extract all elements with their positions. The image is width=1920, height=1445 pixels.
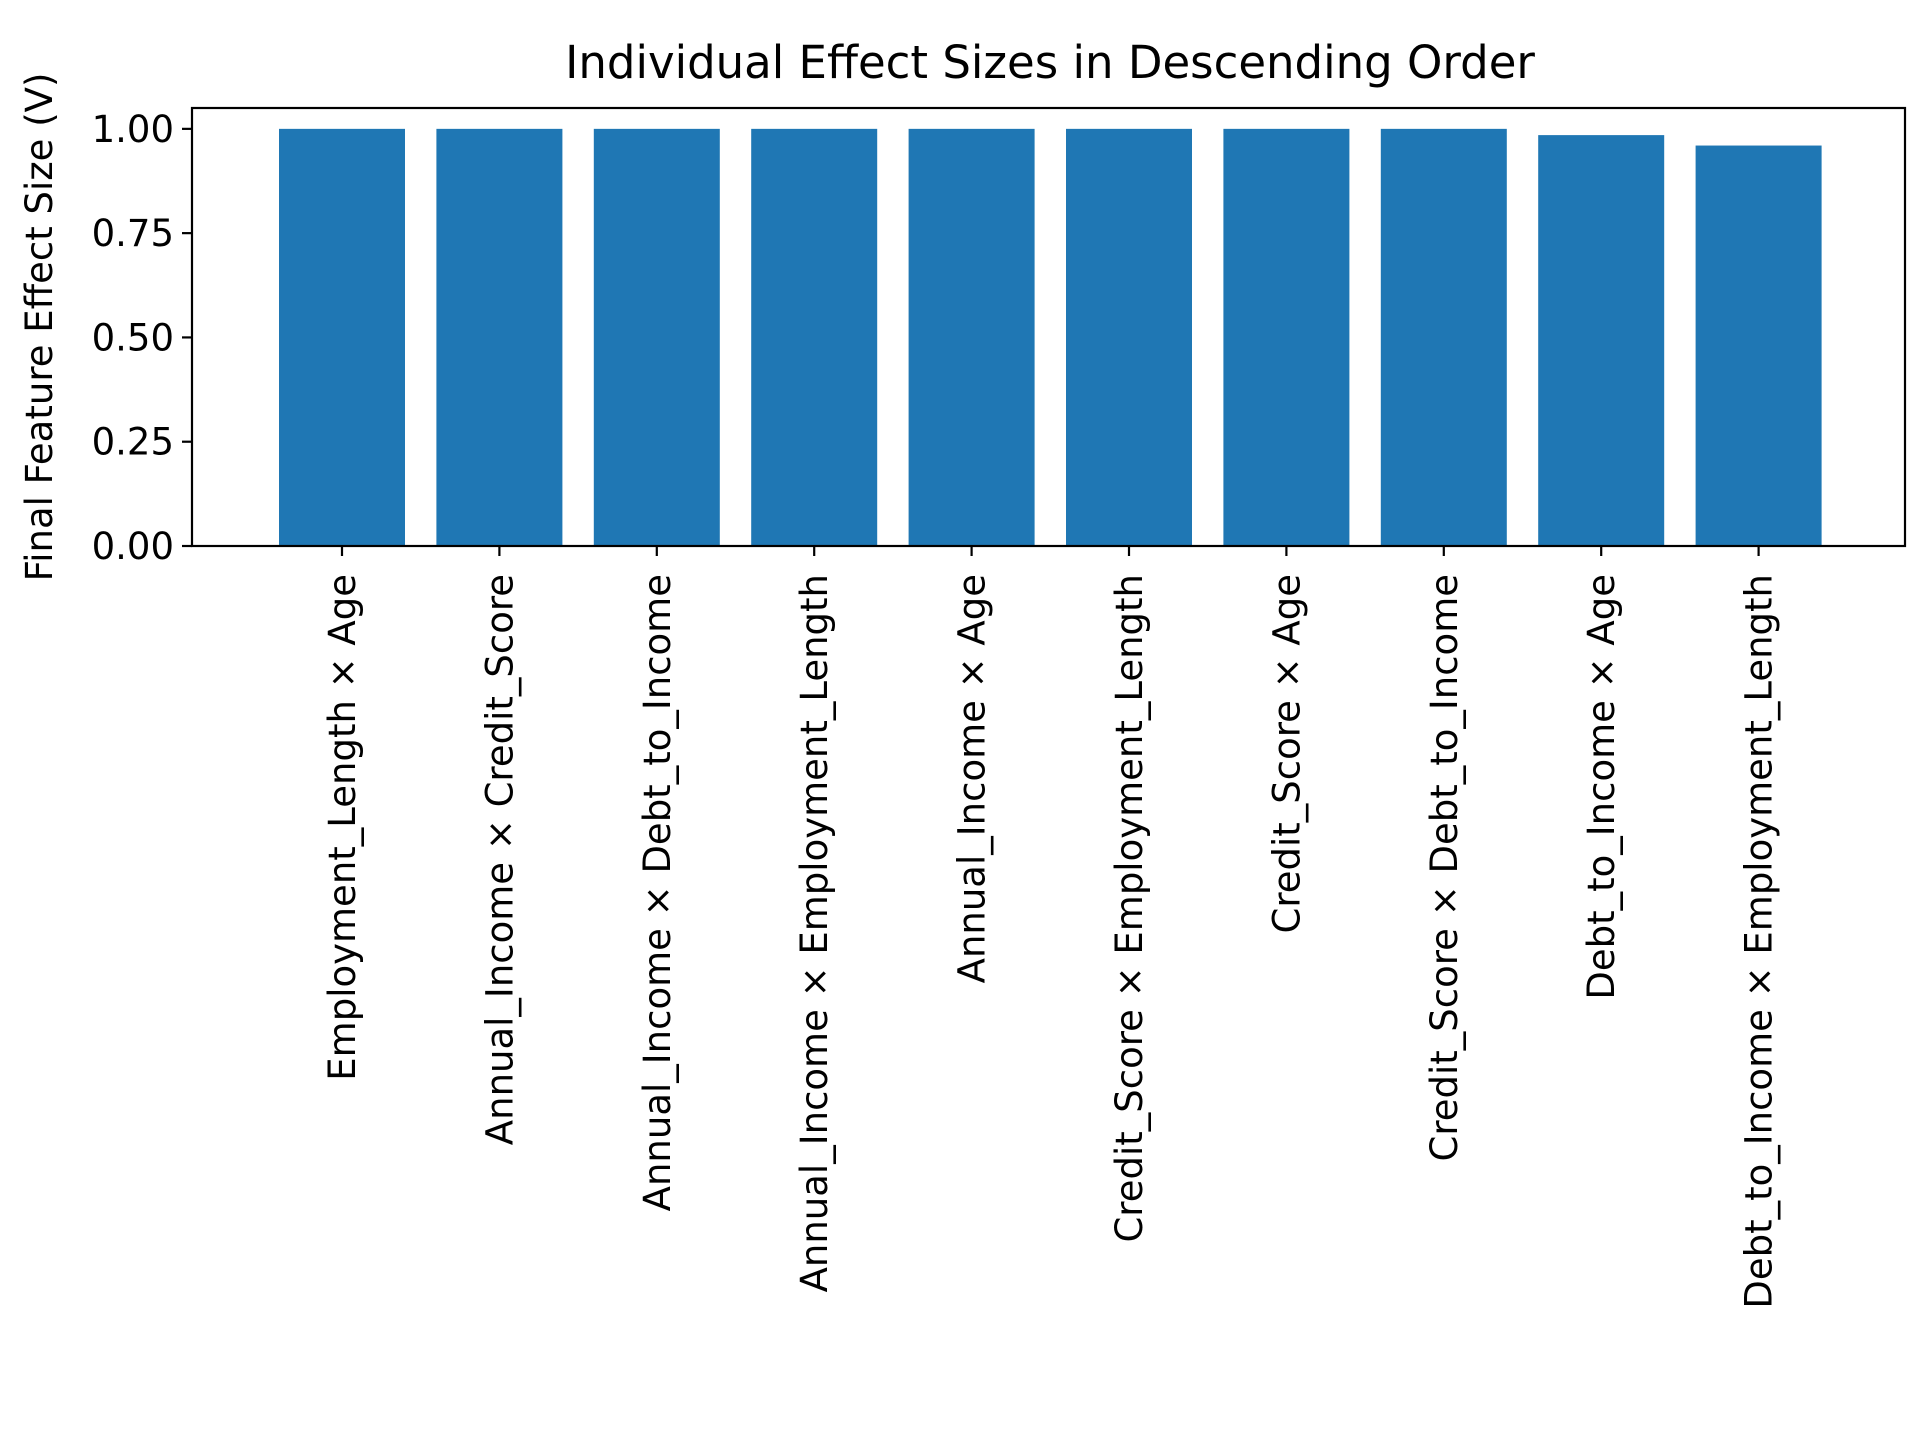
x-tick-label: Credit_Score × Debt_to_Income: [1423, 574, 1466, 1161]
chart-title: Individual Effect Sizes in Descending Or…: [565, 36, 1535, 89]
y-tick-label: 0.75: [92, 212, 174, 255]
bar: [751, 128, 878, 546]
y-tick-label: 1.00: [92, 108, 174, 151]
x-tick-label: Debt_to_Income × Employment_Length: [1738, 574, 1781, 1309]
x-tick-label: Employment_Length × Age: [321, 574, 364, 1081]
plot-area: 0.00 0.25 0.50 0.75 1.00 Employment_Length × …: [92, 106, 1907, 1309]
bar: [436, 128, 563, 546]
x-tick-label: Credit_Score × Age: [1265, 574, 1308, 934]
bar: [1223, 128, 1350, 546]
bar: [908, 128, 1035, 546]
x-tick-label: Debt_to_Income × Age: [1580, 574, 1623, 1000]
y-axis-label: Final Feature Effect Size (V): [18, 73, 61, 582]
bar: [1695, 145, 1822, 547]
y-tick-label: 0.25: [92, 421, 174, 464]
y-tick-label: 0.50: [92, 316, 174, 359]
bar: [1538, 135, 1665, 546]
x-tick-label: Annual_Income × Employment_Length: [793, 574, 836, 1292]
bar: [1380, 128, 1507, 546]
y-tick-label: 0.00: [92, 525, 174, 568]
x-tick-label: Annual_Income × Credit_Score: [478, 574, 521, 1145]
bar: [1066, 128, 1192, 546]
x-tick-label: Annual_Income × Age: [951, 574, 994, 983]
axes-frame: [190, 106, 1907, 548]
bar: [593, 128, 720, 546]
x-tick-label: Annual_Income × Debt_to_Income: [636, 574, 679, 1211]
x-tick-label: Credit_Score × Employment_Length: [1108, 574, 1151, 1243]
bar: [279, 128, 405, 546]
